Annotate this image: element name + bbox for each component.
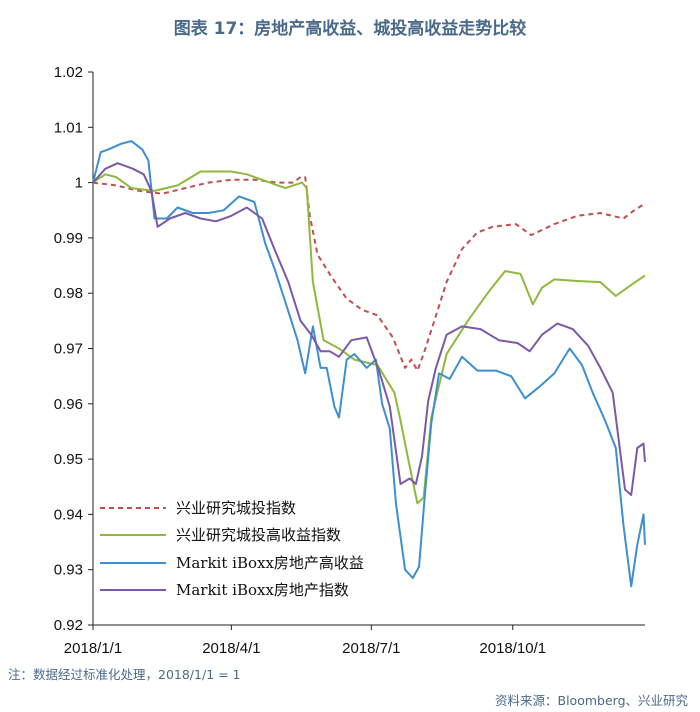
series-line-iboxx-hy: [92, 140, 646, 588]
y-axis: 0.92 0.93 0.94 0.95 0.96 0.97 0.98 0.99 1 1.01 1.0…: [54, 64, 94, 634]
x-tick-label: 2018/10/1: [479, 640, 546, 657]
y-tick-label: 0.92: [54, 617, 83, 634]
x-axis: 2018/1/1 2018/4/1 2018/7/1 2018/10/1: [64, 624, 645, 657]
y-tick-label: 0.99: [54, 230, 83, 247]
y-tick-label: 0.93: [54, 562, 83, 579]
legend-label-iboxx-hy: Markit iBoxx房地产高收益: [176, 554, 364, 572]
x-tick-label: 2018/7/1: [342, 640, 400, 657]
legend-label-iboxx-index: Markit iBoxx房地产指数: [176, 581, 349, 599]
y-tick-label: 1.01: [54, 119, 83, 136]
series-lines: [92, 140, 646, 588]
footnote: 注：数据经过标准化处理，2018/1/1 = 1: [8, 667, 241, 682]
legend-label-chengtou-hy-index: 兴业研究城投高收益指数: [176, 526, 341, 544]
legend-label-chengtou-index: 兴业研究城投指数: [176, 499, 296, 517]
chart-title: 图表 17：房地产高收益、城投高收益走势比较: [173, 19, 527, 39]
y-tick-label: 0.97: [54, 341, 83, 358]
y-tick-label: 0.98: [54, 285, 83, 302]
y-tick-label: 1: [75, 175, 83, 192]
series-line-chengtou-index: [92, 176, 646, 372]
x-tick-label: 2018/1/1: [64, 640, 122, 657]
source-note: 资料来源：Bloomberg、兴业研究: [495, 693, 688, 708]
y-tick-label: 0.94: [54, 506, 83, 523]
y-tick-label: 0.96: [54, 396, 83, 413]
series-line-iboxx-index: [92, 162, 646, 496]
y-tick-label: 0.95: [54, 451, 83, 468]
x-tick-label: 2018/4/1: [202, 640, 260, 657]
legend: 兴业研究城投指数 兴业研究城投高收益指数 Markit iBoxx房地产高收益 …: [100, 499, 364, 599]
series-line-chengtou-hy-index: [92, 170, 646, 505]
y-tick-label: 1.02: [54, 64, 83, 81]
